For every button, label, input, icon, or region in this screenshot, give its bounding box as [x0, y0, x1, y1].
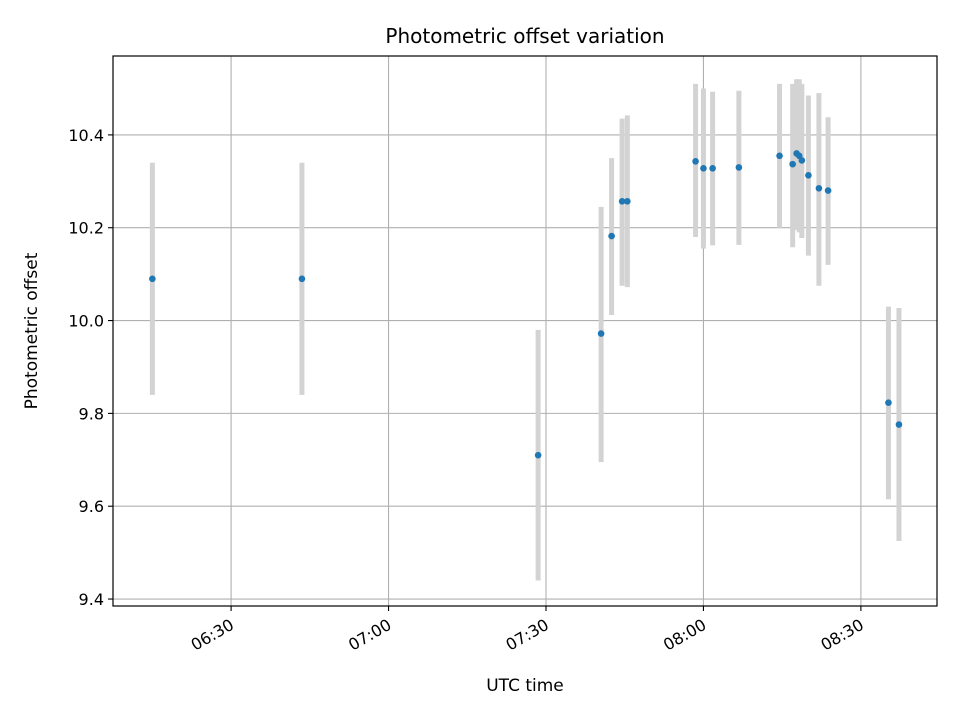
x-tick-label: 07:00 [345, 615, 394, 655]
data-point [624, 197, 631, 205]
x-tick-label: 08:00 [660, 615, 709, 655]
y-tick-label: 9.8 [79, 404, 104, 423]
y-tick-label: 9.4 [79, 590, 104, 609]
data-point [597, 330, 605, 337]
data-point [149, 275, 156, 283]
data-point [700, 165, 707, 172]
data-point [805, 171, 812, 179]
error-bars [149, 79, 902, 581]
data-point [608, 232, 615, 240]
data-point [815, 184, 823, 192]
data-point [534, 451, 542, 459]
data-point [824, 187, 832, 194]
grid-lines [113, 56, 937, 606]
data-point [709, 165, 716, 172]
data-point [298, 275, 306, 283]
data-points [149, 150, 903, 459]
y-tick-label: 10.2 [68, 219, 104, 238]
x-tick-label: 06:30 [188, 615, 237, 655]
y-tick-label: 10.0 [68, 312, 104, 331]
y-axis-label: Photometric offset [22, 252, 42, 409]
plot-frame [112, 55, 938, 607]
x-axis-label: UTC time [486, 676, 564, 696]
x-tick-label: 08:30 [817, 615, 866, 655]
data-point [776, 152, 783, 160]
data-point [735, 164, 743, 171]
y-tick-label: 10.4 [68, 126, 104, 145]
data-point [885, 399, 892, 407]
x-axis-ticks: 06:30 07:00 07:30 08:00 08:30 [188, 606, 867, 655]
data-point [895, 421, 903, 428]
data-point [789, 160, 796, 168]
y-tick-label: 9.6 [79, 497, 104, 516]
data-point [618, 197, 626, 205]
x-tick-label: 07:30 [503, 615, 552, 655]
y-axis-ticks: 9.4 9.6 9.8 10.0 10.2 10.4 [68, 126, 113, 609]
data-point [692, 158, 699, 165]
data-point [798, 157, 806, 164]
chart-title: Photometric offset variation [385, 24, 664, 48]
